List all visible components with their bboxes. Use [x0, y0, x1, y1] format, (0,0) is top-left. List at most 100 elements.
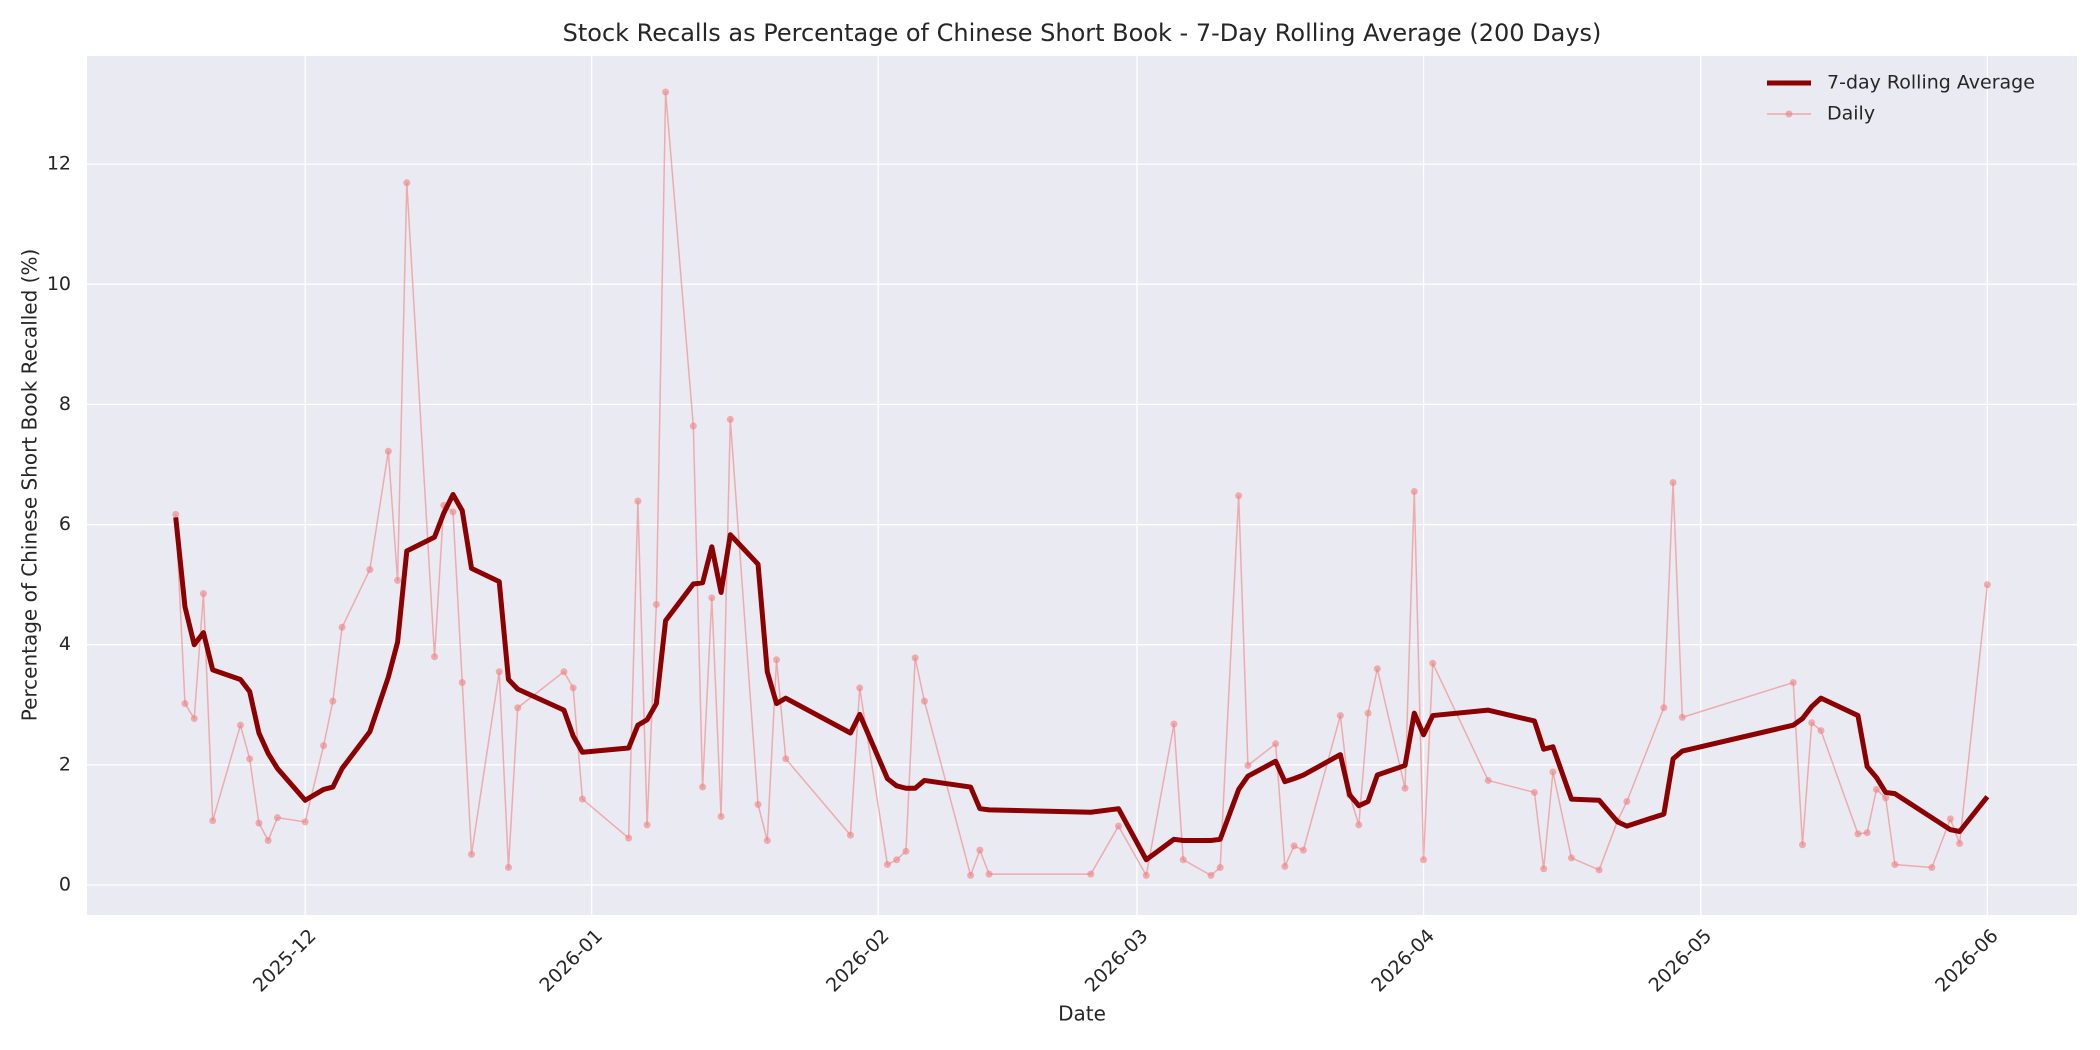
data-point: [1798, 841, 1806, 849]
data-point: [662, 88, 670, 96]
data-point: [1872, 785, 1880, 793]
data-point: [181, 700, 189, 708]
data-point: [1179, 856, 1187, 864]
data-point: [1484, 776, 1492, 784]
data-point: [209, 817, 217, 825]
data-point: [394, 576, 402, 584]
data-point: [1863, 829, 1871, 837]
y-tick-label: 10: [47, 273, 71, 295]
data-point: [504, 864, 512, 872]
data-point: [1281, 862, 1289, 870]
data-point: [514, 704, 522, 712]
y-tick-label: 12: [47, 153, 71, 175]
data-point: [1235, 492, 1243, 500]
data-point: [1244, 761, 1252, 769]
data-point: [1549, 768, 1557, 776]
data-point: [717, 812, 725, 820]
data-point: [468, 850, 476, 858]
data-point: [1882, 794, 1890, 802]
data-point: [1373, 665, 1381, 673]
data-point: [1290, 842, 1298, 850]
data-point: [708, 594, 716, 602]
data-point: [634, 497, 642, 505]
data-point: [1678, 713, 1686, 721]
legend-label: Daily: [1827, 103, 1875, 125]
chart-title: Stock Recalls as Percentage of Chinese S…: [563, 19, 1602, 47]
data-point: [856, 684, 864, 692]
data-point: [726, 415, 734, 423]
data-point: [782, 755, 790, 763]
data-point: [652, 600, 660, 608]
data-point: [911, 654, 919, 662]
data-point: [1983, 581, 1991, 589]
data-point: [763, 837, 771, 845]
y-tick-label: 4: [59, 633, 71, 655]
data-point: [1669, 478, 1677, 486]
data-point: [902, 847, 910, 855]
x-axis-label: Date: [1058, 1002, 1106, 1026]
data-point: [1216, 864, 1224, 872]
data-point: [1854, 830, 1862, 838]
data-point: [643, 821, 651, 829]
data-point: [1946, 815, 1954, 823]
x-tick-label: 2025-12: [249, 925, 321, 997]
data-point: [1429, 659, 1437, 667]
data-point: [1401, 784, 1409, 792]
data-point: [1891, 861, 1899, 869]
data-point: [920, 697, 928, 705]
data-point: [172, 510, 180, 518]
data-point: [1142, 871, 1150, 879]
data-point: [1789, 679, 1797, 687]
x-tick-label: 2026-06: [1931, 925, 2003, 997]
series-line: [173, 492, 1990, 863]
data-point: [976, 846, 984, 854]
y-axis-label: Percentage of Chinese Short Book Recalle…: [18, 249, 42, 722]
y-tick-label: 8: [59, 393, 71, 415]
data-point: [190, 715, 198, 723]
data-point: [1540, 865, 1548, 873]
x-tick-label: 2026-05: [1645, 925, 1717, 997]
data-point: [754, 800, 762, 808]
data-point: [1207, 871, 1215, 879]
y-tick-label: 6: [59, 513, 71, 535]
data-point: [1272, 740, 1280, 748]
data-point: [560, 668, 568, 676]
data-point: [1928, 864, 1936, 872]
data-point: [689, 422, 697, 430]
data-point: [625, 834, 633, 842]
data-point: [199, 590, 207, 598]
data-point: [883, 861, 891, 869]
x-tick-label: 2026-04: [1367, 925, 1439, 997]
data-point: [1410, 488, 1418, 496]
grid: [87, 56, 2077, 915]
data-point: [384, 447, 392, 455]
data-point: [1420, 856, 1428, 864]
x-tick-label: 2026-03: [1081, 925, 1153, 997]
data-point: [1567, 854, 1575, 862]
data-point: [1530, 788, 1538, 796]
data-point: [1299, 846, 1307, 854]
data-point: [1956, 840, 1964, 848]
data-point: [1115, 822, 1123, 830]
data-point: [1170, 720, 1178, 728]
data-point: [329, 697, 337, 705]
data-point: [1355, 821, 1363, 829]
data-point: [578, 795, 586, 803]
data-point: [431, 653, 439, 661]
data-point: [699, 783, 707, 791]
data-point: [1364, 709, 1372, 717]
data-point: [338, 623, 346, 631]
data-point: [1623, 797, 1631, 805]
data-point: [893, 856, 901, 864]
data-point: [985, 870, 993, 878]
data-point: [846, 831, 854, 839]
data-point: [967, 871, 975, 879]
data-point: [1336, 712, 1344, 720]
y-tick-label: 2: [59, 753, 71, 775]
data-point: [1595, 866, 1603, 874]
data-point: [1808, 719, 1816, 727]
data-point: [449, 508, 457, 516]
legend-label: 7-day Rolling Average: [1827, 72, 2035, 94]
x-tick-label: 2026-02: [822, 925, 894, 997]
